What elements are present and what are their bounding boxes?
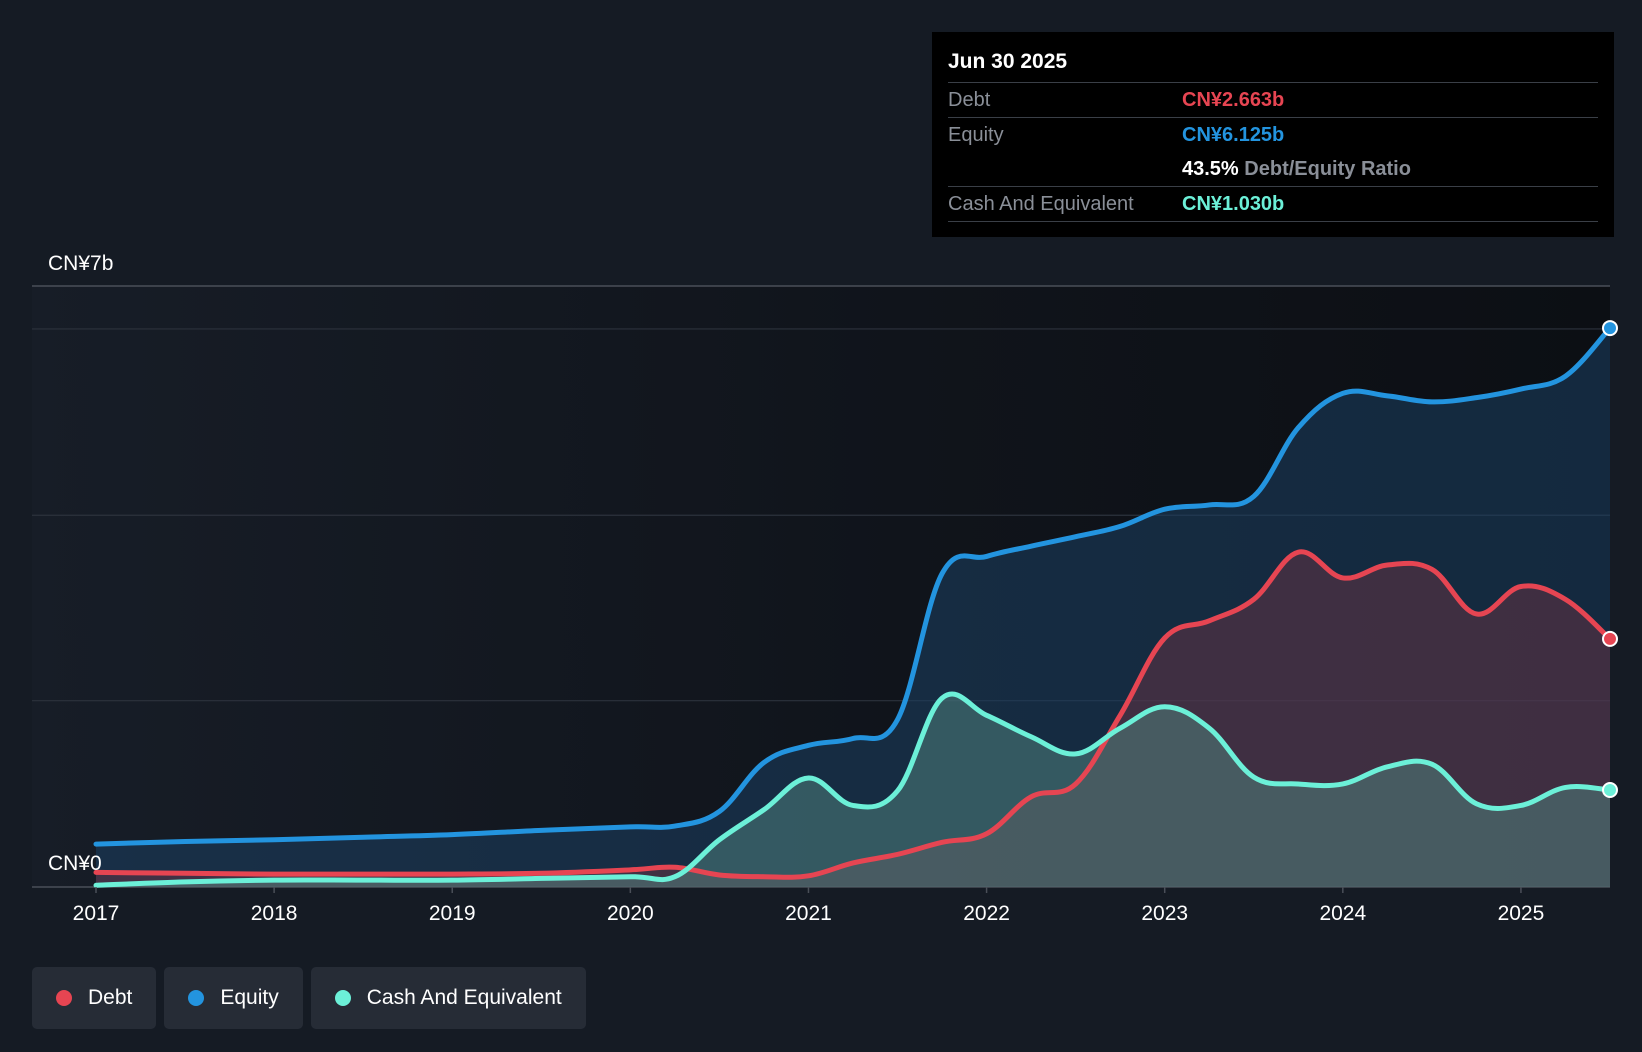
tooltip-row-equity: Equity CN¥6.125b bbox=[948, 118, 1598, 152]
legend-dot-icon bbox=[334, 990, 351, 1006]
tooltip-ratio: 43.5% Debt/Equity Ratio bbox=[1182, 152, 1411, 186]
x-tick-label: 2022 bbox=[963, 902, 1010, 925]
x-tick-label: 2019 bbox=[429, 902, 476, 925]
legend-label-cash: Cash And Equivalent bbox=[366, 986, 562, 1009]
legend: Debt Equity Cash And Equivalent bbox=[32, 967, 586, 1029]
legend-dot-icon bbox=[188, 990, 205, 1006]
tooltip-equity-label: Equity bbox=[948, 124, 1004, 146]
x-tick-label: 2024 bbox=[1319, 902, 1366, 925]
series-lines bbox=[93, 325, 1613, 888]
tooltip-row-ratio: 43.5% Debt/Equity Ratio bbox=[948, 152, 1598, 187]
debt-line bbox=[93, 549, 1613, 880]
x-axis-ticks: 2017 2018 2019 2020 2021 2022 2023 2024 2025 bbox=[73, 887, 1545, 925]
legend-label-equity: Equity bbox=[220, 986, 279, 1009]
y-axis-top-label: CN¥7b bbox=[48, 252, 113, 275]
tooltip-ratio-value: 43.5% bbox=[1182, 158, 1239, 180]
x-tick-label: 2017 bbox=[73, 902, 120, 925]
legend-label-debt: Debt bbox=[88, 986, 133, 1009]
y-axis-bottom-label: CN¥0 bbox=[48, 852, 102, 875]
cash-end-marker bbox=[1602, 781, 1618, 798]
tooltip-cash-value: CN¥1.030b bbox=[1182, 193, 1285, 215]
x-tick-label: 2025 bbox=[1498, 902, 1545, 925]
x-tick-label: 2023 bbox=[1141, 902, 1188, 925]
equity-line bbox=[93, 325, 1613, 847]
cash-area bbox=[96, 693, 1610, 887]
legend-dot-icon bbox=[56, 990, 72, 1006]
debt-end-marker bbox=[1602, 630, 1618, 647]
legend-item-cash[interactable]: Cash And Equivalent bbox=[310, 967, 586, 1029]
tooltip-row-debt: Debt CN¥2.663b bbox=[948, 83, 1598, 118]
cash-line bbox=[93, 691, 1613, 888]
legend-item-equity[interactable]: Equity bbox=[164, 967, 303, 1029]
legend-item-debt[interactable]: Debt bbox=[32, 967, 157, 1029]
x-tick-label: 2018 bbox=[251, 902, 298, 925]
tooltip-ratio-label: Debt/Equity Ratio bbox=[1244, 158, 1411, 180]
series-areas bbox=[96, 328, 1610, 887]
x-tick-label: 2021 bbox=[785, 902, 832, 925]
tooltip-panel: Jun 30 2025 Debt CN¥2.663b Equity CN¥6.1… bbox=[932, 32, 1614, 237]
equity-end-marker bbox=[1602, 320, 1618, 337]
tooltip-cash-label: Cash And Equivalent bbox=[948, 193, 1134, 215]
x-tick-label: 2020 bbox=[607, 902, 654, 925]
tooltip-date: Jun 30 2025 bbox=[948, 32, 1598, 83]
tooltip-row-cash: Cash And Equivalent CN¥1.030b bbox=[948, 187, 1598, 222]
tooltip-equity-value: CN¥6.125b bbox=[1182, 124, 1285, 146]
series-end-markers bbox=[1602, 320, 1618, 798]
tooltip-debt-label: Debt bbox=[948, 89, 991, 111]
tooltip-debt-value: CN¥2.663b bbox=[1182, 89, 1285, 111]
